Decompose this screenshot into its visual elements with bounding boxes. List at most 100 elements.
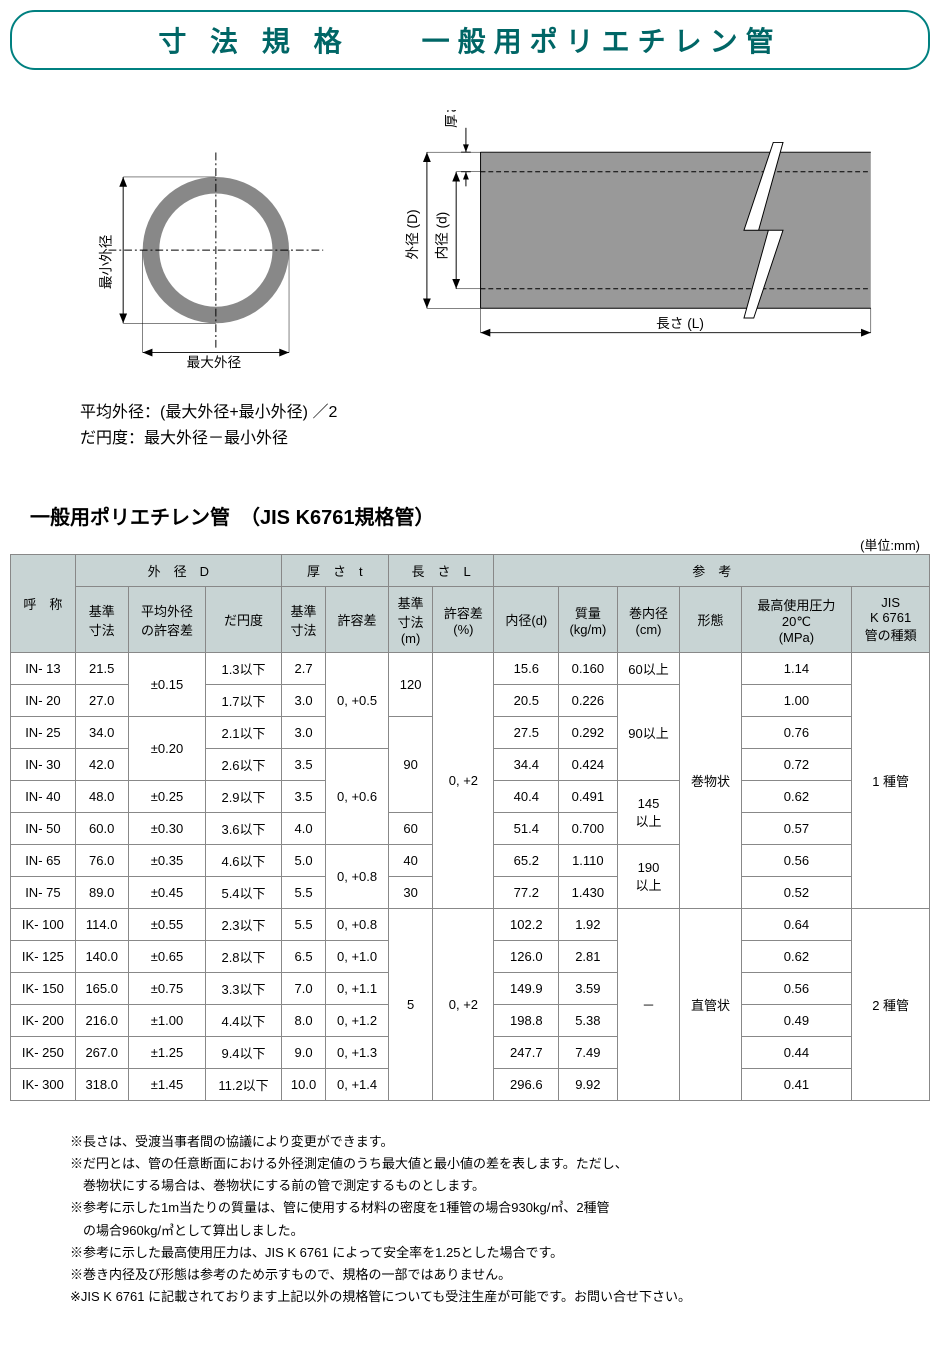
table-cell: 10.0	[281, 1069, 326, 1101]
table-cell: 27.5	[494, 717, 559, 749]
table-cell: IN- 75	[11, 877, 76, 909]
table-cell: 5.4以下	[206, 877, 282, 909]
table-cell: IN- 13	[11, 653, 76, 685]
table-cell: 77.2	[494, 877, 559, 909]
table-cell: 5.5	[281, 909, 326, 941]
th-std-dim: 基準寸法	[75, 587, 128, 653]
table-cell: 145以上	[617, 781, 680, 845]
table-cell: 102.2	[494, 909, 559, 941]
th-pressure: 最高使用圧力20℃(MPa)	[741, 587, 852, 653]
note-line: 巻物状にする場合は、巻物状にする前の管で測定するものとします。	[70, 1175, 870, 1197]
th-mass: 質量(kg/m)	[559, 587, 617, 653]
table-cell: 0, +0.5	[326, 653, 389, 749]
table-cell: 0.49	[741, 1005, 852, 1037]
svg-text:厚さ (t): 厚さ (t)	[444, 110, 459, 128]
table-cell: 0.56	[741, 845, 852, 877]
table-cell: 5.5	[281, 877, 326, 909]
table-cell: 巻物状	[680, 653, 741, 909]
table-cell: 30	[388, 877, 433, 909]
note-line: の場合960kg/㎥として算出しました。	[70, 1220, 870, 1242]
table-cell: ±1.25	[128, 1037, 206, 1069]
table-cell: ±0.30	[128, 813, 206, 845]
table-cell: 0.44	[741, 1037, 852, 1069]
table-cell: 0, +1.1	[326, 973, 389, 1005]
table-cell: 2.6以下	[206, 749, 282, 781]
table-cell: 3.6以下	[206, 813, 282, 845]
th-lstd: 基準寸法(m)	[388, 587, 433, 653]
page-title: 寸 法 規 格 一般用ポリエチレン管	[158, 26, 781, 57]
table-cell: 0, +1.3	[326, 1037, 389, 1069]
note-line: ※だ円とは、管の任意断面における外径測定値のうち最大値と最小値の差を表します。た…	[70, 1153, 870, 1175]
cross-section-diagram: 最小外径 最大外径	[50, 140, 343, 370]
table-cell: 0, +0.8	[326, 845, 389, 909]
table-cell: 0, +0.6	[326, 749, 389, 845]
table-cell: 2.7	[281, 653, 326, 685]
table-cell: IK- 125	[11, 941, 76, 973]
table-cell: IN- 30	[11, 749, 76, 781]
table-cell: ±0.25	[128, 781, 206, 813]
table-cell: 9.4以下	[206, 1037, 282, 1069]
table-cell: 0, +1.2	[326, 1005, 389, 1037]
table-cell: IN- 20	[11, 685, 76, 717]
table-cell: 0.424	[559, 749, 617, 781]
table-cell: 40	[388, 845, 433, 877]
table-cell: IK- 200	[11, 1005, 76, 1037]
table-cell: ±0.15	[128, 653, 206, 717]
table-cell: 21.5	[75, 653, 128, 685]
table-cell: 2.1以下	[206, 717, 282, 749]
table-row: IK- 100114.0±0.552.3以下5.50, +0.850, +210…	[11, 909, 930, 941]
th-form: 形態	[680, 587, 741, 653]
table-cell: 3.5	[281, 781, 326, 813]
th-coil: 巻内径(cm)	[617, 587, 680, 653]
table-cell: 2.8以下	[206, 941, 282, 973]
table-cell: 2.3以下	[206, 909, 282, 941]
table-cell: 0.76	[741, 717, 852, 749]
table-cell: 0, +1.4	[326, 1069, 389, 1101]
table-cell: IK- 300	[11, 1069, 76, 1101]
note-line: ※長さは、受渡当事者間の協議により変更ができます。	[70, 1131, 870, 1153]
table-cell: 0.292	[559, 717, 617, 749]
table-cell: 3.0	[281, 717, 326, 749]
table-cell: 2.9以下	[206, 781, 282, 813]
table-cell: IN- 40	[11, 781, 76, 813]
table-cell: 65.2	[494, 845, 559, 877]
svg-text:最大外径: 最大外径	[187, 355, 242, 370]
table-cell: 0.62	[741, 941, 852, 973]
table-cell: 0.226	[559, 685, 617, 717]
formula-block: 平均外径：(最大外径+最小外径) ／2 だ円度：最大外径－最小外径	[10, 390, 930, 461]
table-body: IN- 1321.5±0.151.3以下2.70, +0.51200, +215…	[11, 653, 930, 1101]
svg-text:内径 (d): 内径 (d)	[434, 212, 449, 260]
table-cell: 0.41	[741, 1069, 852, 1101]
table-header: 呼 称 外 径 D 厚 さ t 長 さ L 参 考 基準寸法 平均外径の許容差 …	[11, 555, 930, 653]
table-cell: ±0.55	[128, 909, 206, 941]
table-cell: 4.6以下	[206, 845, 282, 877]
svg-text:外径 (D): 外径 (D)	[405, 209, 420, 259]
table-cell: 5.38	[559, 1005, 617, 1037]
table-cell: 216.0	[75, 1005, 128, 1037]
table-cell: 1.00	[741, 685, 852, 717]
table-cell: 0.62	[741, 781, 852, 813]
table-cell: IN- 65	[11, 845, 76, 877]
table-cell: 34.0	[75, 717, 128, 749]
spec-table: 呼 称 外 径 D 厚 さ t 長 さ L 参 考 基準寸法 平均外径の許容差 …	[10, 554, 930, 1101]
table-cell: 90	[388, 717, 433, 813]
table-cell: 34.4	[494, 749, 559, 781]
table-cell: ±1.00	[128, 1005, 206, 1037]
table-cell: 140.0	[75, 941, 128, 973]
table-cell: 1 種管	[852, 653, 930, 909]
table-cell: ±0.20	[128, 717, 206, 781]
table-cell: 51.4	[494, 813, 559, 845]
side-view-diagram: 厚さ (t) 外径 (D) 内径 (d) 長さ	[383, 110, 890, 370]
table-cell: 198.8	[494, 1005, 559, 1037]
table-cell: IN- 50	[11, 813, 76, 845]
note-line: ※JIS K 6761 に記載されております上記以外の規格管についても受注生産が…	[70, 1286, 870, 1308]
table-cell: 0.64	[741, 909, 852, 941]
table-cell: IK- 100	[11, 909, 76, 941]
table-cell: 149.9	[494, 973, 559, 1005]
th-od: 外 径 D	[75, 555, 281, 587]
table-cell: 5	[388, 909, 433, 1101]
th-th: 厚 さ t	[281, 555, 388, 587]
table-cell: 27.0	[75, 685, 128, 717]
table-row: IN- 1321.5±0.151.3以下2.70, +0.51200, +215…	[11, 653, 930, 685]
table-cell: 4.0	[281, 813, 326, 845]
